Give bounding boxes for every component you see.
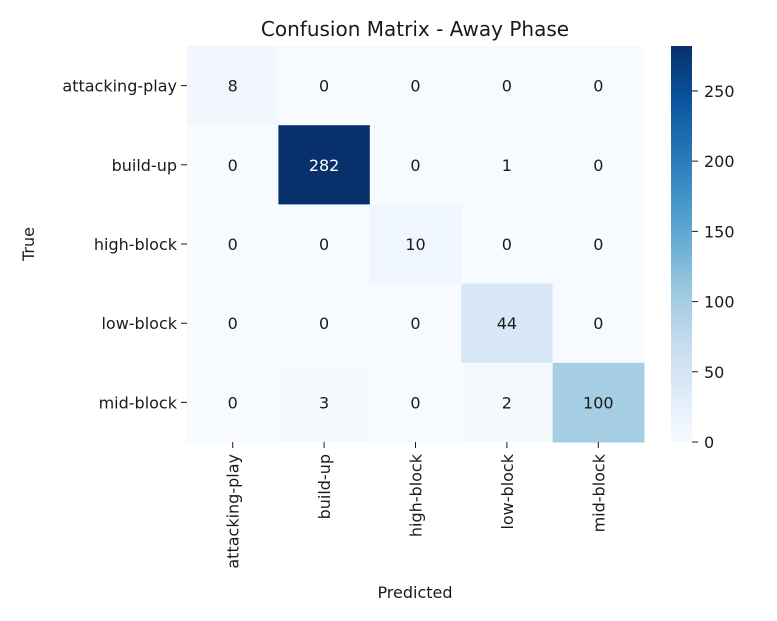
heatmap-cell	[552, 204, 645, 285]
cell-value-label: 2	[502, 393, 512, 412]
heatmap-cell	[461, 46, 554, 126]
cell-value-label: 100	[583, 393, 614, 412]
heatmap-cell	[278, 125, 371, 205]
colorbar-tick-label: 150	[704, 222, 735, 241]
cell-value-label: 0	[228, 314, 238, 333]
cell-value-label: 0	[319, 314, 329, 333]
cell-value-label: 10	[405, 235, 425, 254]
heatmap-cell	[278, 362, 371, 443]
y-tick-label: low-block	[101, 314, 177, 333]
colorbar-tick-label: 100	[704, 293, 735, 312]
cell-value-label: 44	[497, 314, 517, 333]
heatmap-cell	[369, 283, 462, 364]
y-axis-ticks: attacking-play build-up high-block low-bloc…	[62, 77, 187, 412]
y-axis-label: True	[19, 227, 38, 262]
heatmap-cell	[461, 362, 554, 443]
cell-value-label: 0	[319, 235, 329, 254]
heatmap-cell	[552, 283, 645, 364]
cell-value-label: 0	[502, 235, 512, 254]
cell-value-label: 0	[593, 77, 603, 96]
colorbar: 0 50 100 150 200 250	[671, 46, 735, 452]
cell-value-label: 1	[502, 156, 512, 175]
cell-value-label: 0	[593, 314, 603, 333]
cell-value-label: 0	[228, 156, 238, 175]
heatmap-cell	[369, 46, 462, 126]
y-tick-label: attacking-play	[62, 77, 177, 96]
heatmap-cell	[552, 46, 645, 126]
y-tick-label: high-block	[94, 235, 178, 254]
x-tick-label: mid-block	[589, 453, 608, 532]
heatmap-cell	[369, 204, 462, 285]
heatmap-cell	[187, 125, 279, 205]
cell-value-label: 0	[228, 235, 238, 254]
heatmap-cell	[187, 46, 279, 126]
heatmap-cell	[187, 283, 279, 364]
cell-value-label: 0	[410, 156, 420, 175]
cell-value-label: 0	[410, 77, 420, 96]
cell-value-label: 0	[410, 314, 420, 333]
heatmap-cell	[187, 204, 279, 285]
colorbar-tick-label: 200	[704, 152, 735, 171]
y-tick-label: build-up	[112, 156, 177, 175]
colorbar-tick-label: 50	[704, 363, 724, 382]
heatmap-cell	[552, 362, 645, 443]
cell-value-label: 0	[228, 393, 238, 412]
x-tick-label: low-block	[498, 453, 517, 529]
colorbar-tick-label: 0	[704, 433, 714, 452]
x-axis-ticks: attacking-play build-up high-block low-bloc…	[224, 442, 608, 569]
heatmap-cell	[369, 125, 462, 205]
y-tick-label: mid-block	[99, 393, 178, 412]
heatmap-cell	[461, 283, 554, 364]
cell-value-label: 0	[593, 156, 603, 175]
heatmap-cell	[278, 204, 371, 285]
cell-value-label: 0	[319, 77, 329, 96]
cell-value-label: 0	[593, 235, 603, 254]
colorbar-tick-label: 250	[704, 82, 735, 101]
heatmap-cell	[278, 283, 371, 364]
cell-value-label: 0	[502, 77, 512, 96]
x-tick-label: high-block	[407, 453, 426, 537]
x-tick-label: attacking-play	[224, 454, 243, 569]
cell-value-label: 8	[228, 77, 238, 96]
heatmap-cell	[552, 125, 645, 205]
cell-value-label: 0	[410, 393, 420, 412]
cell-value-label: 282	[309, 156, 340, 175]
x-axis-label: Predicted	[377, 583, 452, 602]
x-tick-label: build-up	[315, 454, 334, 519]
heatmap-cell	[278, 46, 371, 126]
colorbar-gradient	[671, 46, 692, 442]
cell-value-label: 3	[319, 393, 329, 412]
heatmap-cell	[461, 125, 554, 205]
heatmap: 8 0 0 0 00 282 0 1 00 0 10 0 00 0 0 44 00 3 0 2 100	[187, 46, 645, 443]
heatmap-cell	[461, 204, 554, 285]
heatmap-cell	[369, 362, 462, 443]
heatmap-cell	[187, 362, 279, 443]
chart-title: Confusion Matrix - Away Phase	[261, 17, 569, 41]
